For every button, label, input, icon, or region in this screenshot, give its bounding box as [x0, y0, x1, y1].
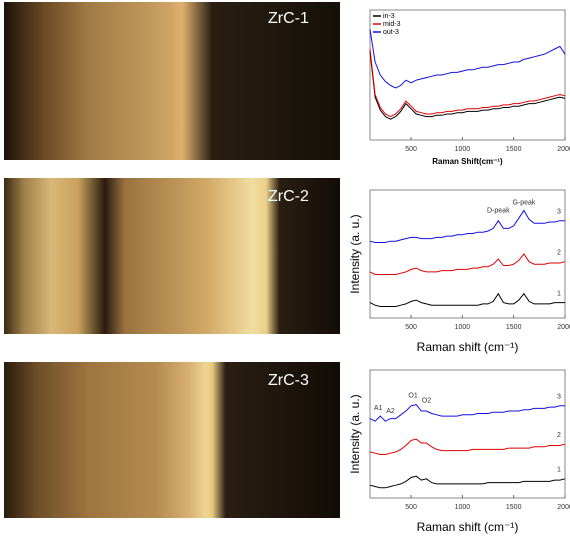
- legend-label: in-3: [383, 13, 395, 20]
- series-label: 3: [557, 394, 561, 401]
- annotation: D-peak: [487, 207, 510, 214]
- spectrum-line: [369, 292, 565, 307]
- x-tick-label: 1500: [506, 324, 522, 331]
- annotation: A2: [386, 408, 395, 415]
- spectrum-line: [369, 209, 565, 243]
- x-tick-label: 1000: [455, 504, 471, 511]
- x-tick-label: 500: [405, 146, 417, 153]
- annotation: O1: [408, 392, 417, 399]
- plot-frame: [369, 9, 566, 141]
- x-axis-label: Raman shift (cm⁻¹): [417, 340, 519, 354]
- x-tick-label: 1500: [506, 146, 522, 153]
- y-axis-label: Intensity (a. u.): [348, 394, 362, 473]
- micrograph-label: ZrC-2: [268, 188, 309, 205]
- x-axis-label: Raman shift (cm⁻¹): [417, 520, 519, 534]
- annotation: G-peak: [512, 200, 535, 207]
- plot-frame: [369, 189, 566, 319]
- series-label: 2: [557, 432, 561, 439]
- micrograph-label: ZrC-3: [268, 372, 309, 389]
- spectrum-line: [369, 404, 565, 422]
- y-axis-label: Intensity (a. u.): [348, 214, 362, 293]
- series-label: 3: [557, 209, 561, 216]
- annotation: O2: [422, 398, 431, 405]
- x-tick-label: 2000: [557, 146, 570, 153]
- plot-frame: [369, 369, 566, 499]
- spectrum-line: [369, 475, 566, 489]
- x-tick-label: 1000: [455, 146, 471, 153]
- x-tick-label: 500: [405, 504, 417, 511]
- micrograph-label: ZrC-1: [268, 10, 309, 27]
- spectrum-line: [369, 51, 566, 120]
- x-tick-label: 500: [405, 324, 417, 331]
- micrograph: [4, 362, 340, 518]
- x-axis-label: Raman Shift(cm⁻¹): [432, 157, 503, 166]
- x-tick-label: 2000: [557, 504, 570, 511]
- x-tick-label: 1000: [455, 324, 471, 331]
- spectrum-line: [369, 48, 566, 118]
- annotation: A1: [374, 405, 383, 412]
- micrograph: [4, 178, 340, 334]
- legend-label: mid-3: [383, 21, 401, 28]
- series-label: 1: [557, 290, 561, 297]
- spectrum-line: [369, 29, 566, 89]
- x-tick-label: 2000: [557, 324, 570, 331]
- series-label: 2: [557, 250, 561, 257]
- series-label: 1: [557, 467, 561, 474]
- legend-label: out-3: [383, 29, 399, 36]
- micrograph: [4, 2, 340, 160]
- spectrum-line: [369, 438, 566, 455]
- spectrum-line: [369, 253, 566, 275]
- x-tick-label: 1500: [506, 504, 522, 511]
